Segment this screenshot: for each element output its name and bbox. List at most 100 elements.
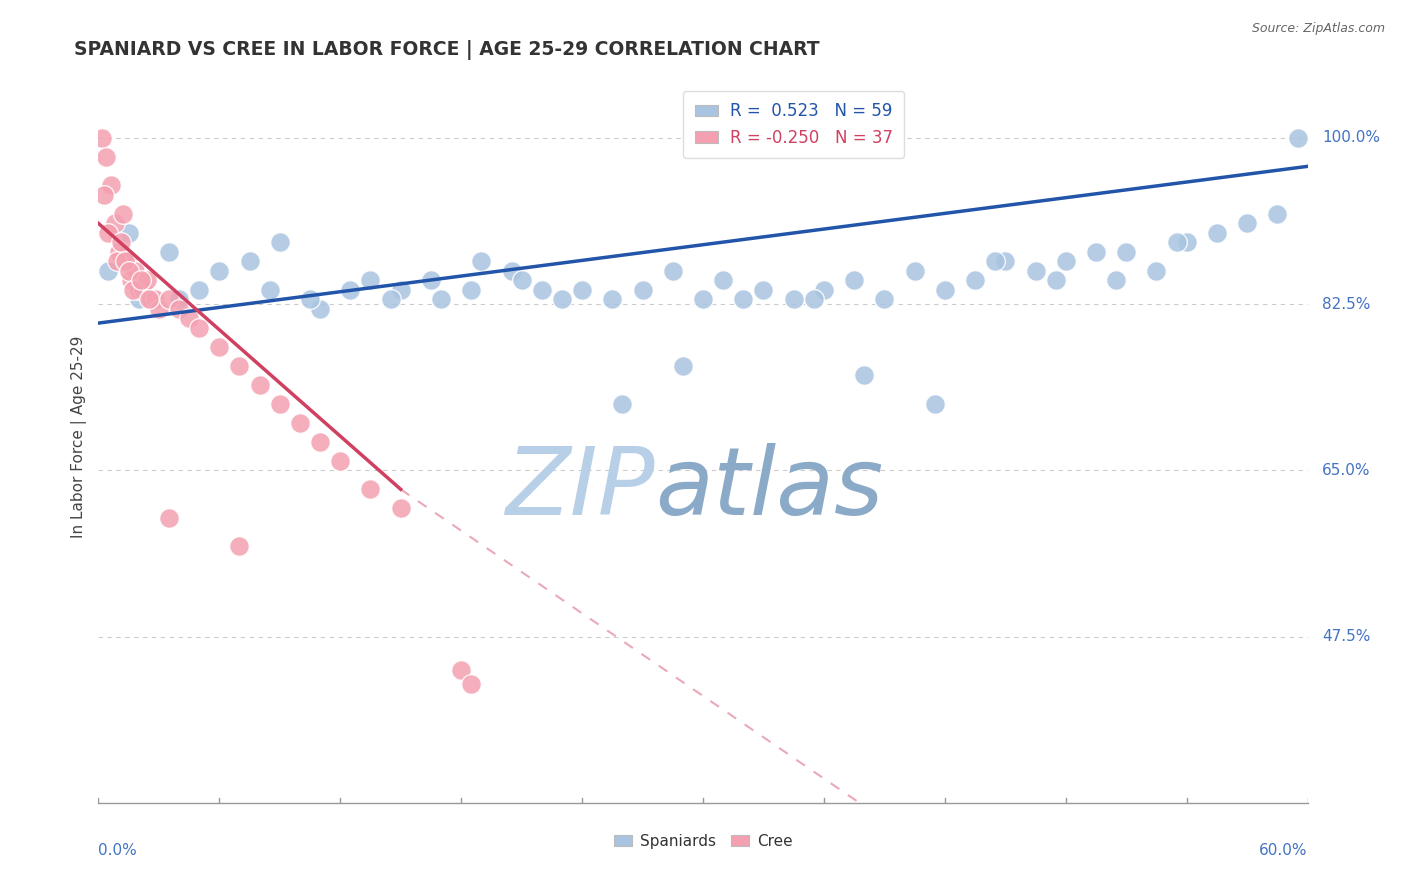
Point — [1085, 244, 1108, 259]
Legend: Spaniards, Cree: Spaniards, Cree — [609, 830, 797, 854]
Point — [692, 293, 714, 307]
Point — [1024, 264, 1046, 278]
Point — [157, 511, 180, 525]
Point — [121, 283, 143, 297]
Point — [1286, 131, 1309, 145]
Point — [460, 283, 482, 297]
Point — [380, 293, 402, 307]
Point — [844, 273, 866, 287]
Point — [128, 283, 150, 297]
Point — [711, 273, 734, 287]
Point — [360, 483, 382, 497]
Point — [571, 283, 593, 297]
Point — [661, 264, 683, 278]
Point — [672, 359, 695, 373]
Point — [93, 187, 115, 202]
Point — [179, 311, 201, 326]
Point — [139, 293, 162, 307]
Point — [157, 293, 180, 307]
Point — [110, 235, 132, 250]
Text: 60.0%: 60.0% — [1260, 843, 1308, 858]
Point — [100, 178, 122, 193]
Point — [299, 293, 322, 307]
Point — [124, 264, 146, 278]
Point — [389, 501, 412, 516]
Point — [167, 301, 190, 316]
Point — [853, 368, 876, 383]
Point — [1115, 244, 1137, 259]
Point — [803, 293, 825, 307]
Point — [1267, 207, 1289, 221]
Point — [460, 677, 482, 691]
Point — [103, 216, 125, 230]
Point — [91, 131, 114, 145]
Point — [269, 397, 291, 411]
Point — [138, 293, 160, 307]
Point — [228, 539, 250, 553]
Point — [111, 207, 134, 221]
Point — [420, 273, 443, 287]
Point — [239, 254, 262, 268]
Point — [143, 293, 166, 307]
Point — [360, 273, 382, 287]
Point — [135, 273, 157, 287]
Text: SPANIARD VS CREE IN LABOR FORCE | AGE 25-29 CORRELATION CHART: SPANIARD VS CREE IN LABOR FORCE | AGE 25… — [75, 39, 820, 60]
Text: ZIP: ZIP — [505, 442, 655, 533]
Point — [269, 235, 291, 250]
Point — [510, 273, 533, 287]
Point — [97, 226, 120, 240]
Point — [228, 359, 250, 373]
Point — [430, 293, 453, 307]
Point — [470, 254, 492, 268]
Text: Source: ZipAtlas.com: Source: ZipAtlas.com — [1251, 22, 1385, 36]
Point — [733, 293, 755, 307]
Point — [1236, 216, 1258, 230]
Point — [965, 273, 987, 287]
Point — [309, 434, 332, 449]
Point — [249, 377, 271, 392]
Point — [1146, 264, 1168, 278]
Point — [97, 264, 120, 278]
Point — [188, 321, 211, 335]
Point — [450, 663, 472, 677]
Point — [1206, 226, 1229, 240]
Point — [118, 226, 141, 240]
Text: 82.5%: 82.5% — [1322, 297, 1371, 311]
Point — [208, 264, 231, 278]
Point — [329, 454, 352, 468]
Text: 47.5%: 47.5% — [1322, 629, 1371, 644]
Point — [984, 254, 1007, 268]
Point — [96, 150, 118, 164]
Point — [1045, 273, 1067, 287]
Point — [118, 264, 141, 278]
Point — [501, 264, 523, 278]
Point — [115, 254, 138, 268]
Point — [114, 254, 136, 268]
Point — [994, 254, 1017, 268]
Point — [132, 283, 155, 297]
Point — [602, 293, 624, 307]
Point — [208, 340, 231, 354]
Point — [530, 283, 553, 297]
Text: 65.0%: 65.0% — [1322, 463, 1371, 478]
Point — [904, 264, 927, 278]
Text: 100.0%: 100.0% — [1322, 130, 1381, 145]
Point — [105, 254, 128, 268]
Point — [157, 244, 180, 259]
Point — [128, 293, 150, 307]
Text: atlas: atlas — [655, 442, 883, 533]
Point — [612, 397, 634, 411]
Point — [1105, 273, 1128, 287]
Point — [167, 293, 190, 307]
Point — [934, 283, 956, 297]
Point — [783, 293, 806, 307]
Point — [873, 293, 896, 307]
Point — [148, 301, 170, 316]
Point — [924, 397, 946, 411]
Point — [1175, 235, 1198, 250]
Point — [288, 416, 311, 430]
Point — [259, 283, 281, 297]
Y-axis label: In Labor Force | Age 25-29: In Labor Force | Age 25-29 — [72, 336, 87, 538]
Point — [813, 283, 835, 297]
Point — [129, 273, 152, 287]
